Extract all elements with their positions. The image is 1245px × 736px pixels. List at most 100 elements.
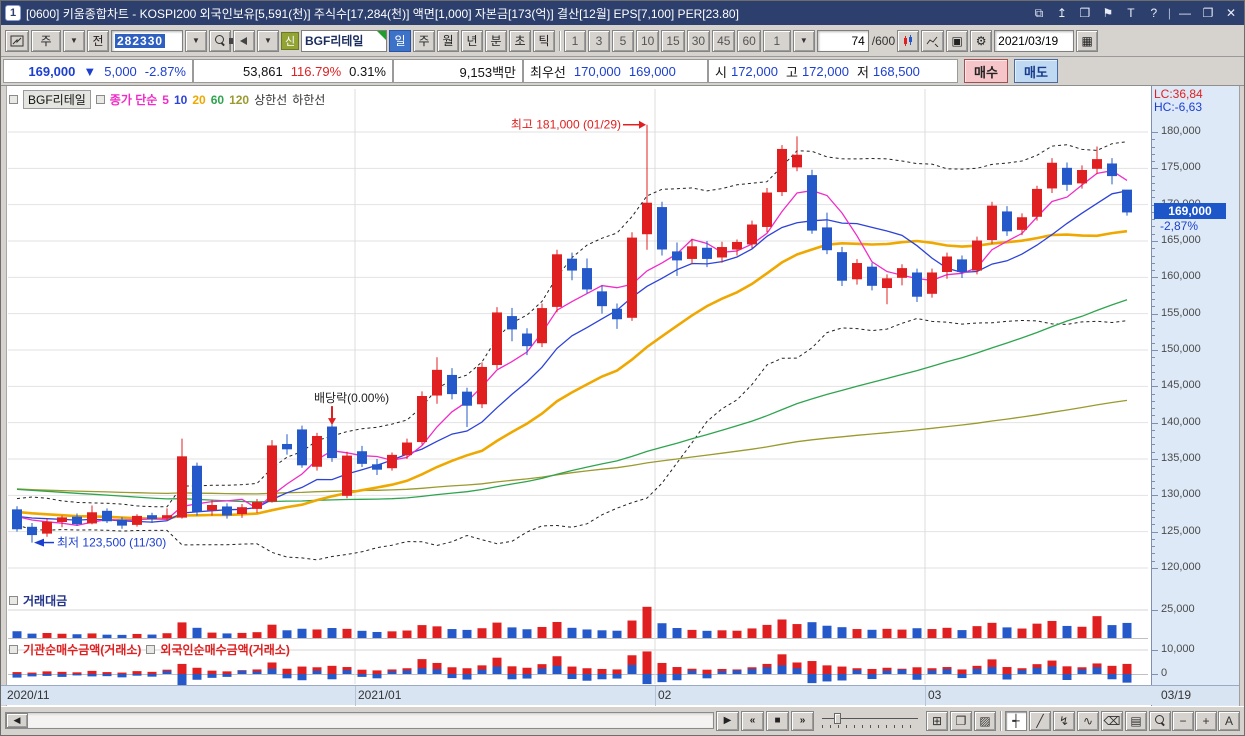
zigzag-arrow-tool-button[interactable]: ↯ xyxy=(1053,710,1075,731)
axis-tick xyxy=(1152,386,1158,388)
duplicate-icon[interactable]: ❐ xyxy=(1079,6,1091,20)
window-title: [0600] 키움종합차트 - KOSPI200 외국인보유[5,591(천)]… xyxy=(26,6,739,21)
price-axis-label: 155,000 xyxy=(1161,306,1201,319)
minute-5-button[interactable]: 5 xyxy=(612,29,634,52)
play-button[interactable]: ▶ xyxy=(716,710,739,731)
legend-ma-title: 종가 단순 xyxy=(109,93,158,107)
chart-image-button[interactable]: ▤ xyxy=(1125,710,1147,731)
period-day-button[interactable]: 일 xyxy=(389,29,411,52)
align-top-icon[interactable]: ↥ xyxy=(1056,6,1067,20)
bar-count-input[interactable]: 74 xyxy=(816,29,869,52)
chart-canvas[interactable]: 최고 181,000 (01/29) 배당락(0.00%) 최저 123,500 (… xyxy=(1,86,1151,706)
date-axis[interactable]: 2020/11 2021/01 02 03 03/19 xyxy=(1,685,1239,706)
slider-handle[interactable] xyxy=(834,712,841,724)
price-info-bar: 169,000 ▼ 5,000 -2.87% 53,861 116.79% 0.… xyxy=(1,57,1244,86)
minute-15-button[interactable]: 15 xyxy=(661,29,685,52)
grid-window-button[interactable]: ⊞ xyxy=(926,710,948,731)
prev-stock-button[interactable]: 전 xyxy=(87,29,109,52)
text-tool-icon[interactable]: T xyxy=(1127,6,1135,20)
price-axis[interactable]: 120,000 125,000 130,000 135,000 140,000 145,0… xyxy=(1151,86,1239,706)
period-minute-button[interactable]: 분 xyxy=(485,29,507,52)
date-axis-label: 2021/01 xyxy=(358,688,402,702)
legend-collapse-icon[interactable] xyxy=(9,95,18,104)
price-axis-label: 135,000 xyxy=(1161,452,1201,464)
minute-1-button[interactable]: 1 xyxy=(564,29,586,52)
market-select-arrow[interactable]: ▼ xyxy=(63,29,85,52)
open-label: 시 xyxy=(715,64,727,80)
line-chart-button[interactable] xyxy=(921,29,945,52)
pin-icon[interactable]: ⚑ xyxy=(1102,6,1114,20)
period-month-button[interactable]: 월 xyxy=(437,29,459,52)
netbuy-inst-collapse-icon[interactable] xyxy=(9,645,18,654)
minute-30-button[interactable]: 30 xyxy=(686,29,711,52)
calendar-button[interactable]: ▦ xyxy=(1076,29,1099,52)
price-axis-label: 125,000 xyxy=(1161,524,1201,537)
period-tick-button[interactable]: 틱 xyxy=(533,29,555,52)
chart-window-icon[interactable] xyxy=(5,29,29,52)
popout-icon[interactable]: ⧉ xyxy=(1034,5,1044,20)
trend-tool-button[interactable]: ╱ xyxy=(1029,710,1051,731)
period-year-button[interactable]: 년 xyxy=(461,29,483,52)
save-button[interactable]: ▣ xyxy=(946,29,969,52)
axis-tick xyxy=(1152,306,1155,308)
stock-code-input[interactable]: 282330 xyxy=(111,29,183,52)
zoom-slider[interactable] xyxy=(822,711,918,731)
axis-tick xyxy=(1152,175,1155,177)
stop-button[interactable]: ■ xyxy=(766,710,789,731)
period-second-button[interactable]: 초 xyxy=(509,29,531,52)
axis-tick xyxy=(1152,524,1155,526)
legend-ma5: 5 xyxy=(162,92,169,107)
cascade-button[interactable]: ❐ xyxy=(950,710,972,731)
scroll-left-button[interactable]: ◀ xyxy=(6,713,28,728)
market-select[interactable]: 주 xyxy=(31,29,61,52)
zoom-in-button[interactable]: + xyxy=(1195,710,1217,731)
settings-button[interactable]: ⚙ xyxy=(970,29,993,52)
price-axis-label: 130,000 xyxy=(1161,488,1201,501)
minute-select[interactable]: 1 xyxy=(762,29,791,52)
code-dropdown-arrow[interactable]: ▼ xyxy=(185,29,207,52)
axis-tick xyxy=(1152,610,1158,611)
forward-button[interactable]: » xyxy=(791,710,814,731)
stock-name-box[interactable]: BGF리테일 xyxy=(301,29,387,52)
chart-scrollbar[interactable]: ◀ xyxy=(5,712,714,729)
period-week-button[interactable]: 주 xyxy=(413,29,435,52)
sound-button[interactable] xyxy=(228,29,255,52)
axis-tick xyxy=(1152,335,1155,337)
zoom-out-button[interactable]: − xyxy=(1172,710,1194,731)
minimize-button[interactable]: — xyxy=(1179,6,1191,20)
ma-collapse-icon[interactable] xyxy=(95,95,105,104)
eraser-tool-button[interactable]: ⌫ xyxy=(1101,710,1123,731)
netbuy-foreign-title: 외국인순매수금액(거래소) xyxy=(160,643,290,657)
restore-button[interactable]: ❐ xyxy=(1202,6,1214,20)
help-icon[interactable]: ? xyxy=(1150,6,1158,20)
sound-dropdown-arrow[interactable]: ▼ xyxy=(257,29,279,52)
sell-button[interactable]: 매도 xyxy=(1014,59,1058,83)
font-button[interactable]: A xyxy=(1218,710,1240,731)
axis-tick xyxy=(1152,538,1155,540)
axis-tick xyxy=(1152,320,1155,322)
svg-text:최고 181,000 (01/29): 최고 181,000 (01/29) xyxy=(511,118,621,132)
netbuy-bars-layer xyxy=(12,651,1132,698)
close-button[interactable]: ✕ xyxy=(1225,6,1237,20)
crosshair-tool-button[interactable]: ┽ xyxy=(1005,710,1027,731)
minute-3-button[interactable]: 3 xyxy=(588,29,610,52)
axis-tick xyxy=(1152,393,1155,395)
buy-button[interactable]: 매수 xyxy=(964,59,1008,83)
candle-chart-button[interactable] xyxy=(897,29,920,52)
screen-link-icon[interactable]: 1 xyxy=(5,5,21,21)
legend-upper-band: 상한선 xyxy=(254,93,288,107)
zoom-search-button[interactable] xyxy=(1149,710,1171,731)
minute-10-button[interactable]: 10 xyxy=(636,29,660,52)
chart-area-button[interactable]: ▨ xyxy=(974,710,996,731)
volume-collapse-icon[interactable] xyxy=(9,596,18,605)
netbuy-foreign-collapse-icon[interactable] xyxy=(146,645,156,654)
minute-60-button[interactable]: 60 xyxy=(737,29,761,52)
search-button[interactable] xyxy=(209,29,231,52)
axis-tick xyxy=(1152,146,1155,148)
date-input[interactable]: 2021/03/19 xyxy=(994,29,1075,52)
bar-total-label: /600 xyxy=(871,33,896,48)
wave-tool-button[interactable]: ∿ xyxy=(1077,710,1099,731)
minute-45-button[interactable]: 45 xyxy=(712,29,736,52)
minute-select-arrow[interactable]: ▼ xyxy=(792,29,815,52)
rewind-button[interactable]: « xyxy=(741,710,764,731)
